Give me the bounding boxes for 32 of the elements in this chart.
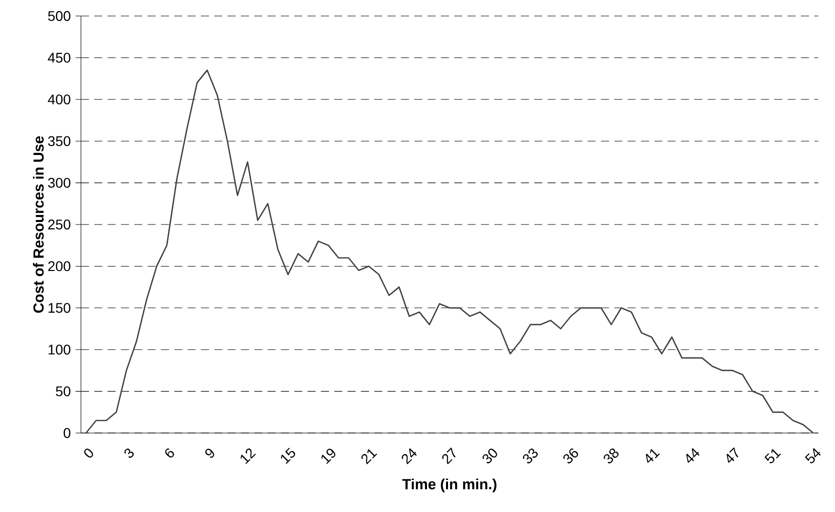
x-tick-label: 38 [604, 448, 619, 464]
y-tick-label: 450 [48, 52, 70, 63]
y-tick-label: 0 [64, 428, 70, 438]
x-tick-label: 41 [646, 449, 660, 463]
x-tick-label: 27 [442, 448, 456, 464]
x-tick-label: 51 [764, 449, 782, 464]
x-tick-label: 6 [165, 448, 174, 458]
x-axis-title: Time (in min.) [402, 478, 496, 492]
y-axis-title: Cost of Resources in Use [32, 136, 44, 313]
x-tick-label: 15 [280, 448, 296, 464]
x-tick-label: 12 [240, 448, 256, 464]
x-tick-label: 54 [804, 448, 821, 464]
y-tick-label: 500 [48, 11, 70, 21]
x-tick-label: 30 [482, 448, 498, 464]
y-tick-label: 400 [48, 94, 70, 104]
y-tick-label: 200 [48, 261, 70, 272]
y-tick-label: 150 [48, 302, 70, 313]
y-tick-label: 350 [48, 136, 70, 146]
y-tick-label: 300 [48, 178, 70, 188]
x-tick-label: 3 [124, 448, 134, 458]
x-tick-label: 36 [563, 448, 578, 464]
x-tick-label: 9 [205, 448, 214, 458]
x-tick-label: 21 [361, 449, 378, 464]
x-tick-label: 44 [686, 448, 700, 463]
y-tick-label: 250 [48, 220, 70, 230]
y-tick-label: 100 [48, 344, 70, 355]
y-tick-label: 50 [56, 386, 70, 396]
x-tick-label: 19 [321, 448, 336, 464]
x-tick-label: 47 [726, 447, 738, 463]
x-tick-label: 33 [522, 448, 538, 464]
x-tick-label: 0 [84, 448, 94, 458]
x-tick-label: 24 [402, 448, 417, 464]
